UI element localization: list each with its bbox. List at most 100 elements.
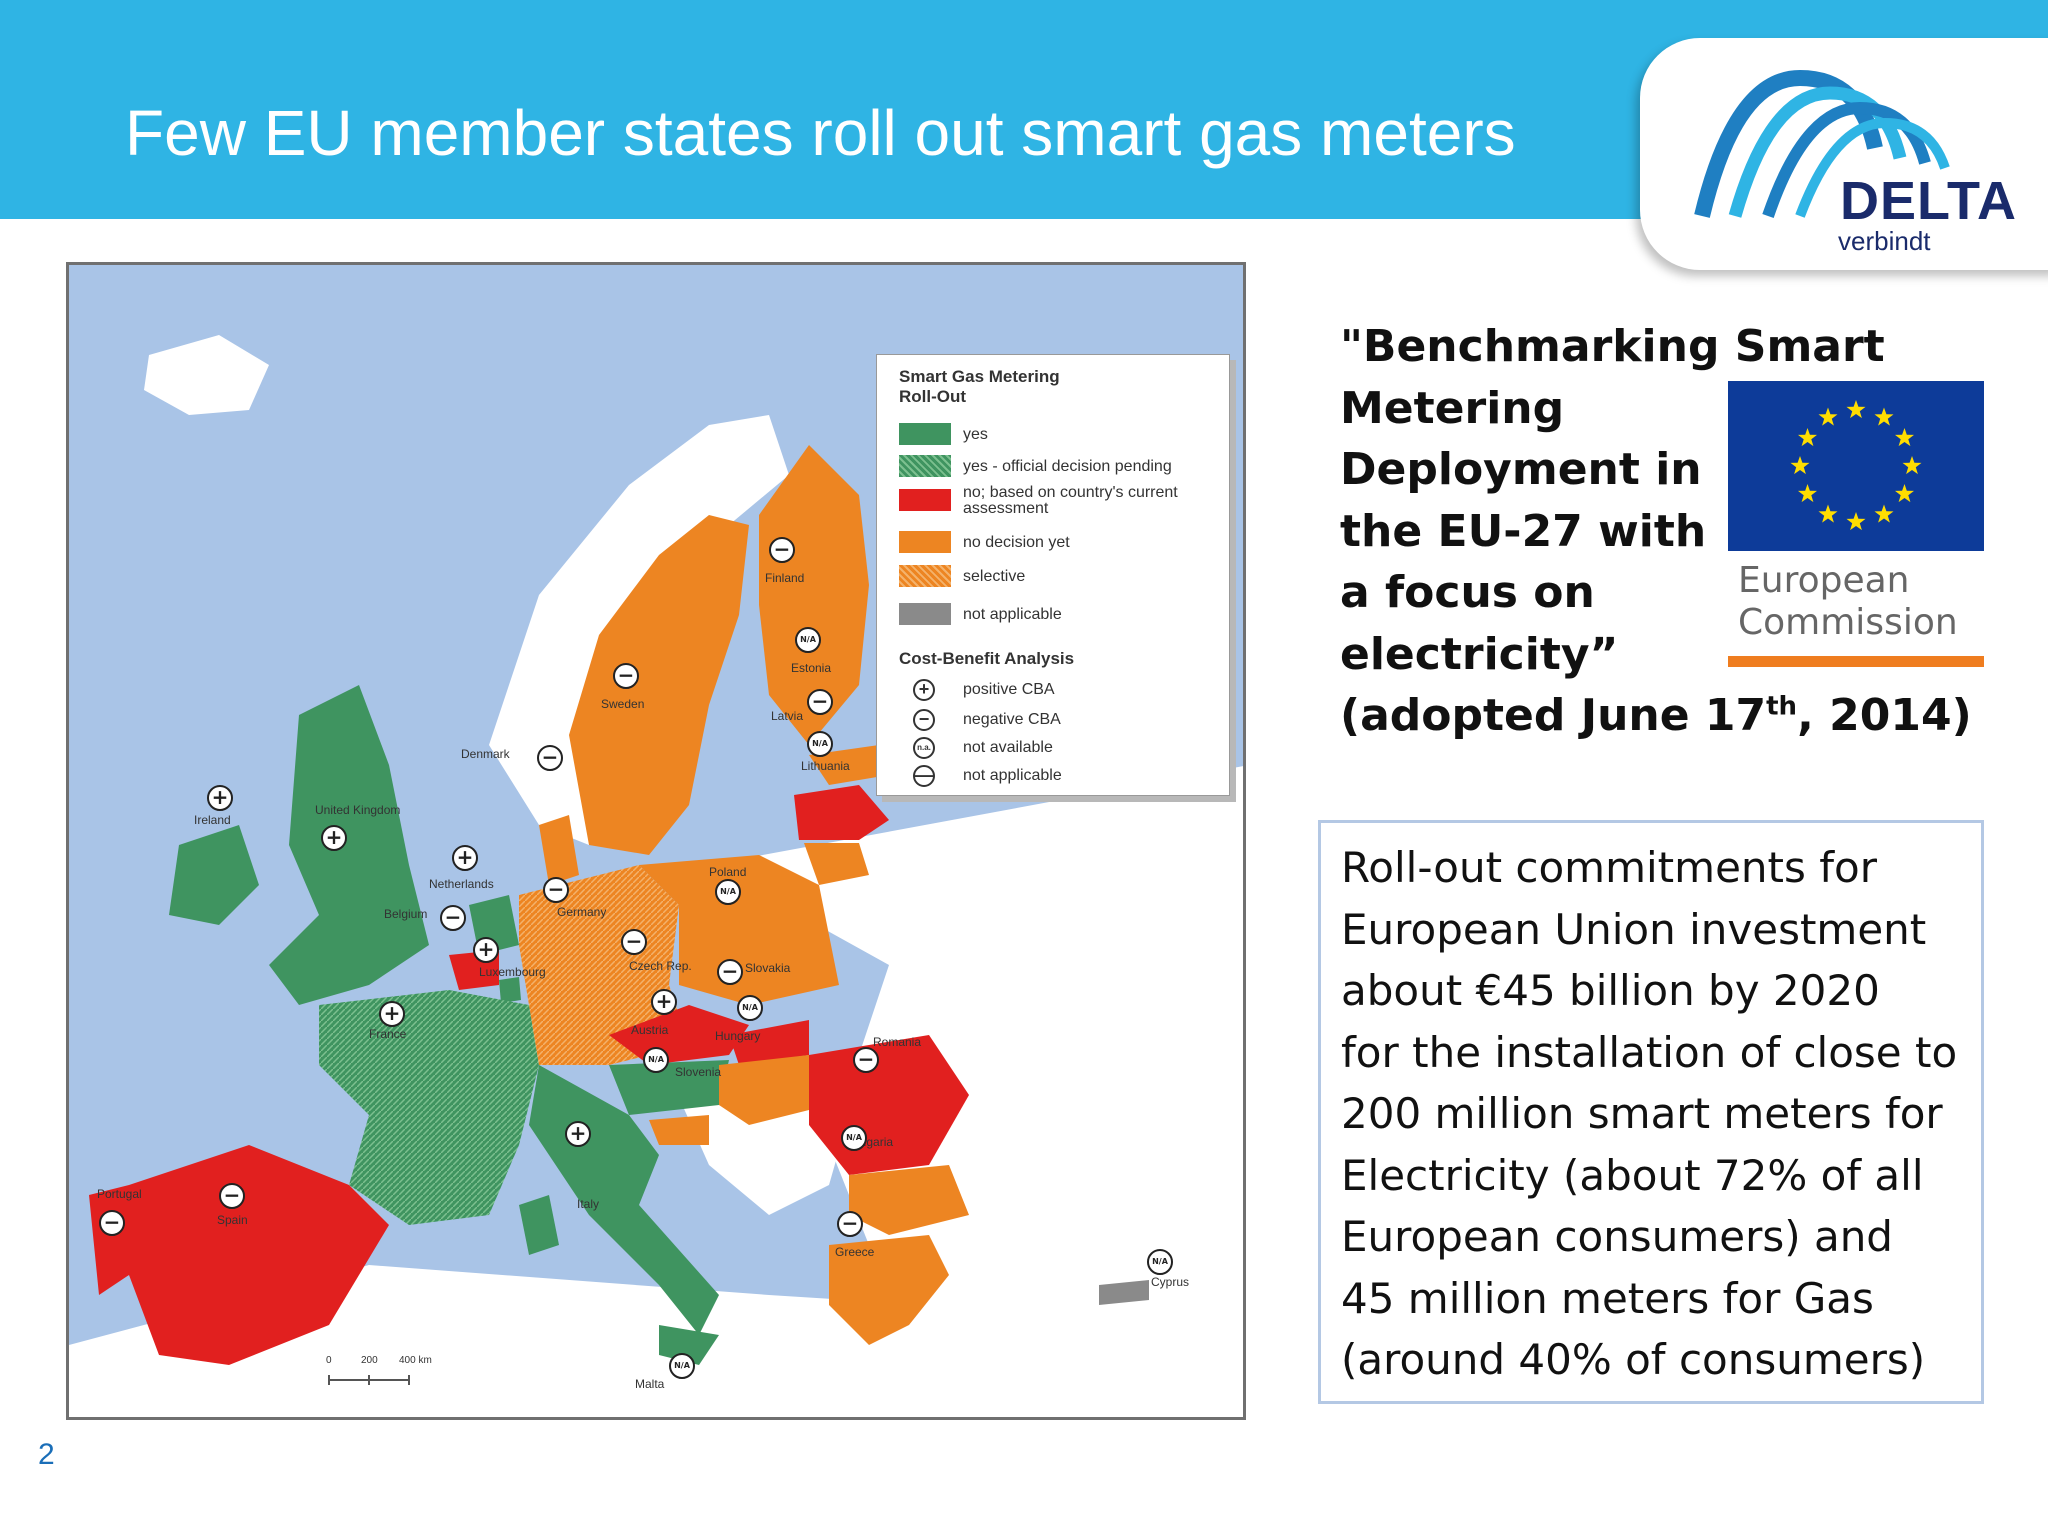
info-line-1: Roll-out commitments for [1341,843,1877,892]
marker-poland: N/A [715,879,741,905]
marker-finland: − [769,537,795,563]
not-applicable-cba-icon: — [913,765,935,787]
label-italy: Italy [577,1197,600,1211]
label-finland: Finland [765,571,805,585]
legend-title: Smart Gas Metering Roll-Out [899,367,1060,406]
negative-cba-icon: − [913,709,935,731]
marker-cyprus: N/A [1147,1249,1173,1275]
marker-belgium: − [440,905,466,931]
report-title-line-5: a focus on [1340,567,1595,618]
country-poland [639,855,839,1005]
map-scale-bar [328,1375,410,1385]
info-line-9: (around 40% of consumers) [1341,1335,1926,1384]
label-austria: Austria [631,1023,669,1037]
info-line-7: European consumers) and [1341,1212,1893,1261]
legend-swatch-not-applicable [899,603,951,625]
report-title-line-4: the EU-27 with [1340,505,1707,557]
legend-cba-positive: positive CBA [963,681,1055,698]
marker-czech-rep: − [621,929,647,955]
country-estonia [809,745,889,785]
adopted-prefix: (adopted June 17 [1340,690,1767,741]
marker-luxembourg: + [473,937,499,963]
label-lithuania: Lithuania [801,759,850,773]
logo-name: DELTA [1840,171,2017,231]
eu-flag-star-4 [1902,456,1922,475]
adopted-sup: th [1766,691,1798,722]
marker-united-kingdom: + [321,825,347,851]
label-estonia: Estonia [791,661,832,675]
report-title-line-3: Deployment in [1340,444,1702,495]
country-portugal [89,1185,129,1295]
legend-cba-not-available: not available [963,739,1053,756]
country-finland [759,445,869,745]
eu-flag-star-8 [1818,504,1838,523]
legend-swatch-no [899,489,951,511]
not-available-cba-icon: n.a. [913,737,935,759]
country-sardinia [519,1195,559,1255]
country-lithuania [804,843,869,885]
country-denmark [539,815,579,885]
legend-cba-title: Cost-Benefit Analysis [899,649,1075,668]
report-title-line-2: Metering [1340,382,1565,434]
label-czech-rep: Czech Rep. [629,959,692,973]
eu-flag-star-1 [1846,400,1866,419]
info-line-6: Electricity (about 72% of all [1341,1150,1924,1200]
label-netherlands: Netherlands [429,877,494,891]
eu-flag-star-3 [1895,428,1914,447]
country-germany [519,865,689,1065]
label-belgium: Belgium [384,907,428,921]
marker-slovakia: − [717,959,743,985]
marker-malta: N/A [669,1353,695,1379]
adopted-suffix: , 2014) [1797,690,1972,741]
country-austria [609,1060,729,1115]
legend-swatch-selective [899,565,951,587]
label-hungary: Hungary [715,1029,761,1043]
marker-greece: − [837,1211,863,1237]
info-line-8: 45 million meters for Gas [1341,1273,1874,1323]
marker-estonia: N/A [795,627,821,653]
legend-cba-negative: negative CBA [963,711,1061,728]
ec-accent-bar [1728,656,1984,667]
country-sweden [569,515,749,855]
eu-flag-icon [1728,381,1984,551]
marker-italy: + [565,1121,591,1147]
non-eu-east [709,766,1243,1417]
country-czech-rep [609,1005,749,1065]
info-box: Roll-out commitments for European Union … [1318,820,1984,1404]
report-title-line-6: electricity” [1340,628,1619,680]
report-title-line-1: "Benchmarking Smart [1340,321,1885,372]
info-line-4: for the installation of close to [1341,1027,1958,1077]
info-line-3: about €45 billion by 2020 [1341,966,1880,1015]
ec-label-line-2: Commission [1738,602,1958,643]
eu-map: Smart Gas Metering Roll-Out yes yes - of… [66,262,1246,1420]
label-cyprus: Cyprus [1151,1275,1190,1289]
label-poland: Poland [709,865,747,879]
non-eu-iceland [144,335,269,415]
logo-tagline: verbindt [1838,226,1931,256]
page-number: 2 [38,1438,55,1471]
country-slovakia [729,1020,809,1065]
marker-bulgaria: N/A [841,1125,867,1151]
country-greece [829,1235,949,1345]
country-bulgaria [849,1165,969,1235]
legend-label-no-decision: no decision yet [963,534,1070,551]
delta-logo: DELTA verbindt [1640,38,2048,270]
label-ireland: Ireland [194,813,231,827]
marker-spain: − [219,1183,245,1209]
label-sweden: Sweden [601,697,645,711]
legend-cba-not-applicable: not applicable [963,767,1062,784]
scale-label-200: 200 [361,1355,378,1366]
label-slovakia: Slovakia [745,961,791,975]
marker-hungary: N/A [737,995,763,1021]
map-legend: Smart Gas Metering Roll-Out yes yes - of… [876,354,1230,796]
eu-flag-star-7 [1846,512,1866,531]
map-shapes [69,335,1243,1417]
eu-flag-star-6 [1874,504,1894,523]
info-line-2: European Union investment [1341,904,1927,954]
eu-flag-star-2 [1874,407,1894,426]
country-hungary [719,1055,829,1125]
marker-denmark: − [537,745,563,771]
legend-swatch-no-decision [899,531,951,553]
eu-flag-star-12 [1818,407,1838,426]
legend-label-no: no; based on country's current assessmen… [963,484,1178,517]
